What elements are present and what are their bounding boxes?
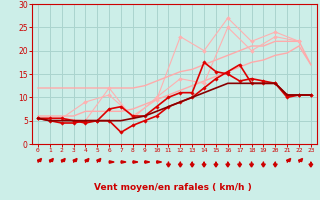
Text: Vent moyen/en rafales ( km/h ): Vent moyen/en rafales ( km/h )	[94, 184, 252, 192]
